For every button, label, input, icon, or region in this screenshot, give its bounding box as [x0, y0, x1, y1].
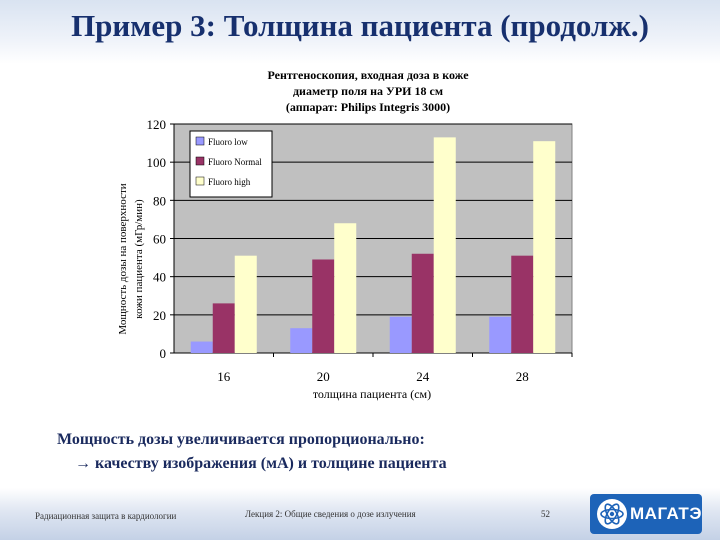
atom-icon — [597, 499, 627, 529]
footer-lecture-title: Лекция 2: Общие сведения о дозе излучени… — [245, 509, 416, 519]
iaea-logo: МАГАТЭ — [590, 494, 702, 534]
y-axis-label-line: кожи пациента (мГр/мин) — [133, 199, 145, 319]
x-tick-label: 20 — [317, 369, 330, 384]
x-tick-label: 24 — [416, 369, 430, 384]
bar — [234, 255, 257, 353]
legend-label: Fluoro low — [208, 137, 248, 147]
title-band — [0, 0, 720, 64]
chart-title-line: Рентгеноскопия, входная доза в коже — [267, 68, 469, 82]
x-axis-label: толщина пациента (см) — [313, 387, 431, 401]
y-tick-label: 60 — [153, 232, 166, 247]
caption-line-2: → качеству изображения (мА) и толщине па… — [57, 452, 677, 476]
y-tick-label: 80 — [153, 193, 166, 208]
y-axis-label-line: Мощность дозы на поверхности — [117, 183, 129, 334]
bar — [212, 303, 235, 353]
x-tick-label: 28 — [516, 369, 529, 384]
chart-title-line: диаметр поля на УРИ 18 см — [293, 84, 443, 98]
bar — [389, 316, 412, 353]
bar — [411, 253, 434, 353]
y-tick-label: 40 — [153, 270, 166, 285]
caption-line-2-text: качеству изображения (мА) и толщине паци… — [95, 455, 447, 472]
logo-text: МАГАТЭ — [630, 504, 702, 523]
legend-label: Fluoro Normal — [208, 157, 262, 167]
legend-label: Fluoro high — [208, 177, 251, 187]
x-tick-label: 16 — [217, 369, 231, 384]
bar — [312, 259, 335, 353]
bar — [489, 316, 512, 353]
bar — [533, 141, 556, 353]
y-tick-label: 0 — [160, 346, 167, 361]
caption: Мощность дозы увеличивается пропорционал… — [57, 428, 677, 476]
slide-title: Пример 3: Толщина пациента (продолж.) — [71, 8, 649, 43]
y-tick-label: 20 — [153, 308, 166, 323]
legend-swatch — [195, 136, 205, 146]
footer-course-title: Радиационная защита в кардиологии — [35, 511, 177, 521]
arrow-icon: → — [75, 455, 91, 472]
bar — [334, 223, 357, 353]
bar — [511, 255, 534, 353]
legend-swatch — [195, 156, 205, 166]
bar — [433, 137, 456, 353]
y-tick-label: 100 — [147, 155, 167, 170]
caption-line-1: Мощность дозы увеличивается пропорционал… — [57, 431, 425, 448]
y-tick-label: 120 — [147, 117, 167, 132]
bar — [290, 328, 313, 353]
page-number: 52 — [541, 509, 550, 519]
legend-swatch — [195, 176, 205, 186]
bar — [190, 341, 213, 353]
chart-title-line: (аппарат: Philips Integris 3000) — [286, 100, 450, 114]
